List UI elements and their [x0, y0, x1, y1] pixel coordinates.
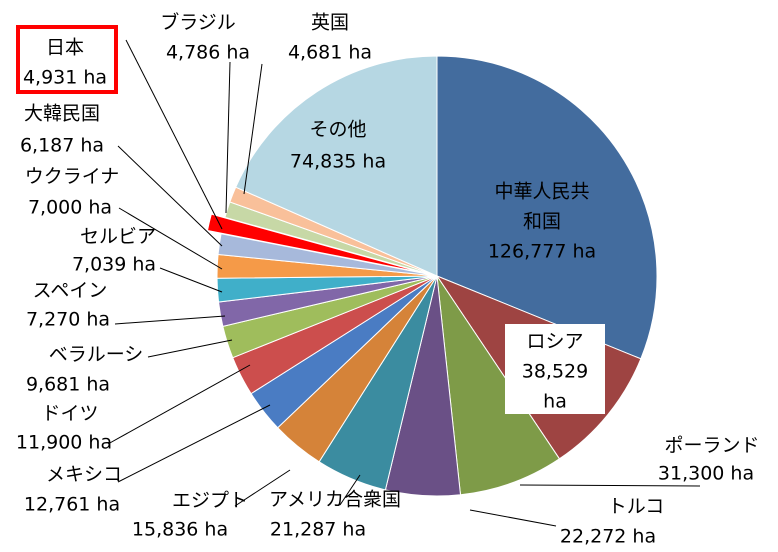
leader-line-13 — [125, 39, 223, 230]
slice-label-9: スペイン — [33, 280, 108, 302]
slice-value-3: 22,272 ha — [560, 526, 656, 548]
leader-line-7 — [107, 364, 251, 445]
slice-label-7: ドイツ — [41, 403, 98, 425]
slice-label-5: エジプト — [172, 490, 248, 512]
slice-value-2: 31,300 ha — [658, 463, 754, 485]
slice-label-0: 中華人民共 — [494, 181, 589, 203]
leader-line-11 — [118, 207, 223, 270]
slice-label-0-1: 和国 — [523, 211, 561, 233]
slice-value-12: 6,187 ha — [20, 135, 104, 157]
slice-2 — [436, 275, 561, 496]
slice-label-1: ロシア — [526, 331, 583, 353]
leader-line-4 — [339, 474, 361, 506]
slice-value-7: 11,900 ha — [16, 432, 112, 454]
leader-line-12 — [117, 145, 223, 247]
label-box-1 — [505, 324, 605, 414]
slice-label-14: ブラジル — [160, 11, 236, 34]
slice-13 — [206, 213, 424, 274]
leader-line-8 — [147, 339, 233, 358]
slice-label-3: トルコ — [608, 496, 665, 518]
slice-label-13: 日本 — [46, 37, 84, 59]
slice-label-8: ベラルーシ — [49, 344, 144, 366]
leader-line-2 — [519, 484, 701, 487]
slice-value-6: 12,761 ha — [24, 494, 120, 516]
slice-value-4: 21,287 ha — [270, 519, 366, 541]
slice-label-11: ウクライナ — [25, 166, 120, 188]
slice-label-12: 大韓民国 — [24, 103, 100, 125]
slice-label-4: アメリカ合衆国 — [269, 489, 401, 511]
slice-value-11: 7,000 ha — [28, 197, 112, 219]
slice-0 — [436, 55, 658, 360]
slice-value-0: 126,777 ha — [488, 241, 596, 263]
leader-line-15 — [243, 63, 263, 195]
slice-value-13: 4,931 ha — [23, 67, 107, 89]
slice-label-16: その他 — [309, 119, 366, 141]
slice-value-10: 7,039 ha — [72, 254, 156, 276]
leader-line-9 — [114, 315, 226, 325]
label-box-13 — [16, 25, 118, 94]
leader-line-6 — [117, 404, 271, 483]
slice-value-14: 4,786 ha — [166, 42, 250, 64]
slice-label-6: メキシコ — [46, 464, 122, 486]
slice-value-16: 74,835 ha — [290, 151, 386, 173]
pie-slices — [206, 55, 658, 497]
slice-value-unit-1: ha — [543, 391, 567, 413]
slice-value-1: 38,529 — [522, 361, 588, 383]
slice-value-15: 4,681 ha — [288, 42, 372, 64]
slice-label-15: 英国 — [311, 12, 349, 34]
leader-line-10 — [159, 267, 223, 293]
slice-label-2: ポーランド — [664, 435, 759, 457]
leader-line-14 — [225, 61, 231, 214]
leader-line-3 — [469, 509, 557, 527]
slice-value-5: 15,836 ha — [132, 519, 228, 541]
slice-label-10: セルビア — [80, 226, 156, 248]
slice-value-8: 9,681 ha — [26, 374, 110, 396]
leader-line-5 — [234, 469, 291, 507]
leader-lines — [107, 39, 701, 527]
slice-value-9: 7,270 ha — [26, 309, 110, 331]
